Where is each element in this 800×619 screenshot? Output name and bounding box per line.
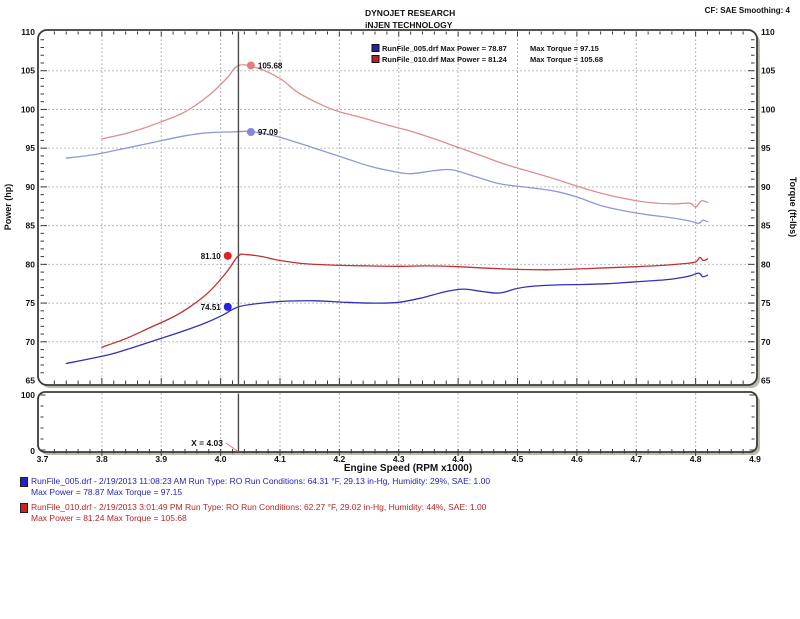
cursor-value-label: 74.51	[201, 303, 222, 312]
power-tick-label: 105	[21, 66, 35, 76]
x-tick-label: 4.8	[690, 454, 702, 464]
subchart-y-bottom-label: 0	[30, 446, 35, 456]
main-chart-frame	[37, 29, 758, 386]
run-details-runfile010: RunFile_010.drf - 2/19/2013 3:01:49 PM R…	[20, 502, 790, 523]
curve-runfile-005-drf-power	[65, 272, 709, 365]
cursor-value-dot	[246, 127, 255, 136]
runfile010-conditions: RunFile_010.drf - 2/19/2013 3:01:49 PM R…	[31, 502, 487, 512]
tick-labels-layer: 110 110 105 105 100 100 95 95 90 90 85 85 80 80 75 75 70…	[21, 27, 776, 464]
cursor-value-dot	[246, 61, 255, 70]
power-tick-label: 85	[26, 221, 36, 231]
legend-runfile010-power: RunFile_010.drf Max Power = 81.24	[382, 55, 508, 64]
curve-runfile-010-drf-power	[101, 253, 709, 348]
run-details-footer: RunFile_005.drf - 2/19/2013 11:08:23 AM …	[20, 476, 790, 528]
x-tick-label: 4.4	[452, 454, 464, 464]
cursor-pointer-line	[225, 442, 239, 452]
axis-ticks-layer	[40, 31, 755, 456]
runfile010-swatch	[20, 503, 28, 513]
power-tick-label: 65	[26, 376, 36, 386]
correction-factor-label: CF: SAE Smoothing: 4	[705, 6, 791, 15]
power-axis-title: Power (hp)	[3, 184, 13, 231]
torque-tick-label: 95	[761, 143, 771, 153]
dyno-curves-layer	[65, 64, 709, 365]
run-details-runfile005: RunFile_005.drf - 2/19/2013 11:08:23 AM …	[20, 476, 790, 497]
cursor-value-dot	[223, 251, 232, 260]
power-tick-label: 95	[26, 143, 36, 153]
x-tick-label: 4.3	[393, 454, 405, 464]
runfile010-maxvalues: Max Power = 81.24 Max Torque = 105.68	[31, 512, 187, 523]
legend-runfile005-torque: Max Torque = 97.15	[530, 44, 599, 53]
power-tick-label: 100	[21, 104, 35, 114]
x-tick-label: 4.1	[274, 454, 286, 464]
curve-runfile-010-drf-torque	[101, 64, 709, 208]
x-tick-label: 4.7	[630, 454, 642, 464]
x-tick-label: 4.6	[571, 454, 583, 464]
power-tick-label: 110	[21, 27, 35, 37]
cursor-value-dot	[223, 302, 232, 311]
torque-tick-label: 105	[761, 66, 775, 76]
legend-swatch-runfile010	[371, 55, 380, 63]
torque-tick-label: 90	[761, 182, 771, 192]
sub-chart-frame	[37, 391, 758, 453]
x-tick-label: 4.2	[333, 454, 345, 464]
runfile005-swatch	[20, 477, 28, 487]
report-subtitle: iNJEN TECHNOLOGY	[365, 20, 453, 30]
runfile005-conditions: RunFile_005.drf - 2/19/2013 11:08:23 AM …	[31, 476, 491, 486]
subchart-y-top-label: 100	[21, 390, 35, 400]
cursor-value-label: 81.10	[201, 252, 222, 261]
power-tick-label: 90	[26, 182, 36, 192]
x-tick-label: 3.9	[155, 454, 167, 464]
runfile005-maxvalues: Max Power = 78.87 Max Torque = 97.15	[31, 486, 183, 497]
power-tick-label: 75	[26, 298, 36, 308]
torque-tick-label: 85	[761, 221, 771, 231]
cursor-x-label: X = 4.03	[191, 438, 223, 448]
torque-tick-label: 75	[761, 298, 771, 308]
x-axis-title: Engine Speed (RPM x1000)	[344, 463, 472, 474]
torque-tick-label: 70	[761, 337, 771, 347]
cursor-value-label: 97.09	[258, 128, 279, 137]
legend-runfile010-torque: Max Torque = 105.68	[530, 55, 603, 64]
x-tick-label: 4.5	[512, 454, 524, 464]
torque-tick-label: 65	[761, 376, 771, 386]
torque-tick-label: 100	[761, 104, 775, 114]
gridlines-layer	[40, 31, 756, 451]
torque-tick-label: 110	[761, 27, 775, 37]
x-tick-label: 4.0	[215, 454, 227, 464]
torque-tick-label: 80	[761, 259, 771, 269]
legend-swatch-runfile005	[371, 44, 380, 52]
cursor-value-label: 105.68	[258, 61, 283, 70]
power-tick-label: 80	[26, 259, 36, 269]
cursor-markers-layer: 105.68 97.09 81.10 74.51	[201, 61, 283, 312]
curve-runfile-005-drf-torque	[65, 130, 709, 224]
legend-runfile005-power: RunFile_005.drf Max Power = 78.87	[382, 44, 507, 53]
dyno-chart-svg: DYNOJET RESEARCH iNJEN TECHNOLOGY CF: SA…	[3, 6, 798, 474]
torque-axis-title: Torque (ft-lbs)	[788, 177, 798, 237]
report-title: DYNOJET RESEARCH	[365, 8, 455, 18]
x-tick-label: 3.8	[96, 454, 108, 464]
power-tick-label: 70	[26, 337, 36, 347]
x-tick-label: 4.9	[749, 454, 761, 464]
legend: RunFile_005.drf Max Power = 78.87 Max To…	[371, 44, 603, 64]
x-tick-label: 3.7	[37, 454, 49, 464]
